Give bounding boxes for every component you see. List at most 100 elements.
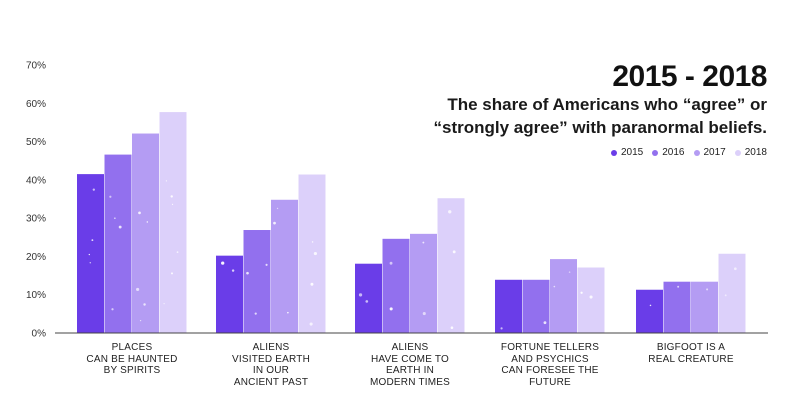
sparkle-decoration: [580, 291, 583, 294]
y-tick-label: 50%: [26, 137, 46, 148]
bar-2018-cat0: [159, 112, 187, 333]
y-tick-label: 0%: [32, 329, 47, 340]
sparkle-decoration: [273, 221, 276, 225]
sparkle-decoration: [254, 312, 257, 315]
sparkle-decoration: [276, 207, 279, 210]
sparkle-decoration: [163, 302, 165, 305]
sparkle-decoration: [589, 295, 593, 299]
legend-swatch-2018: [734, 149, 741, 156]
sparkle-decoration: [246, 271, 249, 275]
sparkle-decoration: [139, 320, 142, 322]
bar-2016-cat2: [382, 238, 410, 333]
bar-2015-cat3: [495, 279, 522, 333]
y-axis: 0% 10% 20% 30% 40% 50% 60% 70%: [26, 61, 46, 340]
sparkle-decoration: [89, 262, 92, 264]
bar-2018-cat3: [577, 267, 605, 333]
sparkle-decoration: [365, 300, 369, 303]
y-tick-label: 20%: [26, 252, 46, 263]
bar-2017-cat0: [132, 133, 159, 333]
legend-item-2015: 2015: [611, 147, 643, 158]
legend-item-2017: 2017: [693, 147, 726, 158]
sparkle-decoration: [118, 225, 122, 229]
sparkle-decoration: [422, 312, 426, 316]
legend-item-2016: 2016: [652, 147, 685, 158]
sparkle-decoration: [143, 303, 146, 306]
sparkle-decoration: [389, 307, 393, 311]
legend-swatch-2015: [611, 149, 617, 156]
sparkle-decoration: [136, 287, 140, 291]
category-label-aliens-modern: ALIENS HAVE COME TO EARTH IN MODERN TIME…: [370, 342, 450, 388]
sparkle-decoration: [543, 321, 547, 325]
sparkle-decoration: [309, 322, 313, 326]
sparkle-decoration: [568, 271, 571, 273]
sparkle-decoration: [452, 250, 456, 254]
sparkle-decoration: [677, 285, 680, 288]
sparkle-decoration: [114, 217, 116, 219]
sparkle-decoration: [231, 269, 235, 272]
legend-label-2018: 2018: [744, 147, 767, 158]
sparkle-decoration: [389, 261, 393, 265]
y-tick-label: 40%: [26, 175, 46, 186]
sparkle-decoration: [358, 293, 363, 297]
bar-2018-cat1: [298, 174, 326, 333]
bar-2017-cat2: [410, 233, 437, 333]
bar-2015-cat1: [216, 255, 243, 333]
bar-2016-cat3: [522, 279, 550, 333]
sparkle-decoration: [706, 288, 709, 291]
chart-subtitle: The share of Americans who “agree” or “s…: [433, 95, 767, 137]
sparkle-decoration: [165, 180, 168, 182]
bars: [77, 112, 746, 333]
y-tick-label: 60%: [26, 99, 46, 110]
chart-title: 2015 - 2018: [612, 60, 767, 93]
legend-swatch-2017: [693, 149, 700, 156]
bar-2017-cat1: [271, 199, 298, 333]
sparkle-decoration: [92, 188, 95, 191]
sparkle-decoration: [176, 251, 179, 254]
category-label-aliens-ancient: ALIENS VISITED EARTH IN OUR ANCIENT PAST: [232, 342, 310, 388]
y-tick-label: 30%: [26, 214, 46, 225]
category-label-bigfoot: BIGFOOT IS A REAL CREATURE: [648, 342, 734, 365]
sparkle-decoration: [500, 327, 503, 330]
sparkle-decoration: [221, 261, 225, 265]
legend-swatch-2016: [652, 149, 659, 156]
sparkle-decoration: [553, 285, 556, 288]
bar-2016-cat4: [663, 281, 691, 333]
legend-label-2016: 2016: [662, 147, 685, 158]
sparkle-decoration: [138, 211, 141, 215]
legend-label-2017: 2017: [703, 147, 726, 158]
sparkle-decoration: [422, 241, 425, 244]
sparkle-decoration: [91, 239, 94, 242]
sparkle-decoration: [111, 308, 114, 311]
sparkle-decoration: [109, 195, 112, 198]
bar-2015-cat4: [636, 289, 663, 333]
sparkle-decoration: [310, 282, 314, 286]
sparkle-decoration: [448, 210, 452, 214]
sparkle-decoration: [88, 253, 90, 256]
sparkle-decoration: [287, 311, 289, 314]
category-label-haunted: PLACES CAN BE HAUNTED BY SPIRITS: [86, 342, 178, 376]
sparkle-decoration: [313, 251, 317, 256]
category-label-fortune-tellers: FORTUNE TELLERS AND PSYCHICS CAN FORESEE…: [500, 342, 600, 388]
sparkle-decoration: [733, 267, 737, 271]
bar-2015-cat0: [77, 174, 104, 333]
bar-2018-cat4: [718, 253, 746, 333]
sparkle-decoration: [170, 195, 173, 198]
bar-2016-cat0: [104, 154, 132, 333]
legend-label-2015: 2015: [621, 147, 644, 158]
legend-item-2018: 2018: [734, 147, 767, 158]
y-tick-label: 70%: [26, 61, 46, 72]
y-tick-label: 10%: [26, 290, 46, 301]
sparkle-decoration: [311, 241, 314, 243]
sparkle-decoration: [171, 203, 174, 205]
sparkle-decoration: [265, 263, 268, 266]
bar-2017-cat3: [550, 259, 577, 333]
sparkle-decoration: [724, 294, 727, 297]
sparkle-decoration: [146, 221, 148, 223]
sparkle-decoration: [649, 304, 652, 307]
legend: 2015 2016 2017 2018: [611, 147, 767, 158]
bar-2017-cat4: [691, 281, 718, 333]
bar-2018-cat2: [437, 198, 465, 333]
bar-2015-cat2: [355, 263, 382, 333]
sparkle-decoration: [450, 326, 454, 330]
